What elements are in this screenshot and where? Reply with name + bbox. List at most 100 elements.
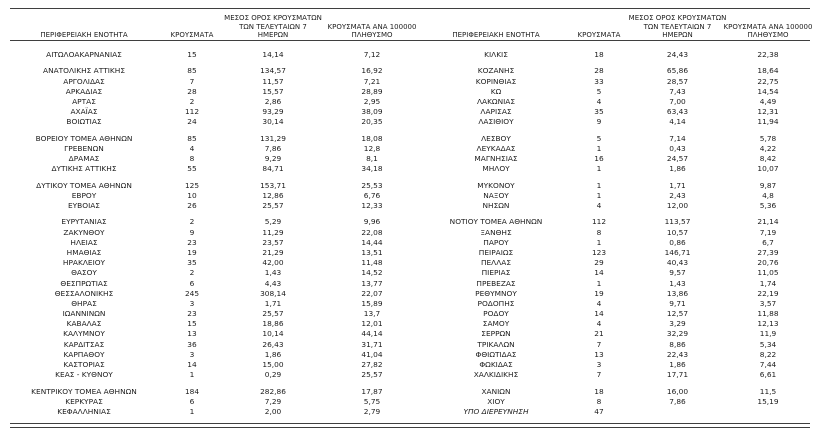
cases-value: 47	[594, 406, 604, 416]
cases-value: 15	[187, 319, 197, 329]
avg7-value: 7,14	[669, 133, 686, 143]
per100k-value: 5,78	[759, 133, 777, 143]
per100k-value: 5,75	[363, 396, 381, 406]
column-header-avg7: ΜΕΣΟΣ ΟΡΟΣ ΚΡΟΥΣΜΑΤΩΝ ΤΩΝ ΤΕΛΕΥΤΑΙΩΝ 7 Η…	[629, 10, 727, 40]
avg7-value: 11,57	[262, 76, 284, 86]
per100k-value: 12,13	[757, 319, 779, 329]
avg7-value: 16,00	[666, 386, 689, 396]
per100k-value: 22,07	[361, 288, 383, 298]
avg7-value: 93,29	[262, 107, 284, 117]
avg7-value: 4,14	[669, 117, 686, 127]
per100k-value: 41,04	[361, 349, 383, 359]
per100k-value: 8,1	[366, 154, 378, 164]
cases-value: 4	[596, 319, 602, 329]
region-name: ΖΑΚΥΝΘΟΥ	[63, 227, 105, 237]
header-underline	[10, 40, 810, 41]
region-name: ΚΕΡΚΥΡΑΣ	[65, 396, 103, 406]
column-header-cases-label: ΚΡΟΥΣΜΑΤΑ	[170, 31, 214, 40]
region-name: ΕΒΡΟΥ	[71, 190, 97, 200]
region-name: ΚΑΡΔΙΤΣΑΣ	[63, 339, 105, 349]
table-row: ΘΗΡΑΣ 3 1,71 15,89	[8, 299, 422, 309]
cases-value: 184	[184, 386, 200, 396]
region-name: ΑΡΚΑΔΙΑΣ	[65, 86, 103, 96]
avg7-value: 282,86	[260, 386, 286, 396]
column-header-region: ΠΕΡΙΦΕΡΕΙΑΚΗ ΕΝΟΤΗΤΑ	[8, 10, 160, 40]
per100k-value: 20,76	[757, 258, 779, 268]
table-row: ΕΥΡΥΤΑΝΙΑΣ 2 5,29 9,96	[8, 217, 422, 227]
avg7-value: 25,57	[262, 201, 284, 210]
cases-value: 28	[187, 86, 197, 96]
per100k-line1: ΚΡΟΥΣΜΑΤΑ ΑΝΑ 100000	[723, 22, 813, 31]
region-name: ΛΕΥΚΑΔΑΣ	[476, 143, 516, 153]
cases-value: 2	[189, 268, 195, 278]
table-row: ΥΠΟ ΔΙΕΡΕΥΝΗΣΗ 47	[425, 407, 812, 417]
region-name: ΣΑΜΟΥ	[482, 319, 510, 329]
per100k-value: 11,88	[757, 309, 779, 319]
table-row: ΑΙΤΩΛΟΑΚΑΡΝΑΝΙΑΣ 15 14,14 7,12	[8, 50, 422, 60]
table-row: ΧΑΛΚΙΔΙΚΗΣ 7 17,71 6,61	[425, 370, 812, 380]
cases-value: 14	[594, 309, 604, 319]
cases-value: 7	[596, 370, 602, 380]
avg7-value: 8,86	[669, 339, 686, 349]
per100k-value: 4,49	[759, 96, 777, 106]
cases-value: 5	[596, 133, 602, 143]
avg7-value: 1,86	[669, 360, 686, 369]
avg7-value: 63,43	[666, 107, 689, 117]
cases-value: 4	[596, 96, 602, 106]
top-rule	[10, 8, 810, 9]
cases-value: 112	[591, 217, 607, 227]
per100k-value: 2,79	[363, 406, 381, 416]
table-row: ΚΕΦΑΛΛΗΝΙΑΣ 1 2,00 2,79	[8, 407, 422, 417]
table-row: ΠΑΡΟΥ 1 0,86 6,7	[425, 238, 812, 248]
cases-value: 24	[187, 117, 197, 127]
cases-value: 19	[594, 288, 604, 298]
per100k-value: 9,87	[759, 180, 777, 190]
table-row: ΣΕΡΡΩΝ 21 32,29 11,9	[425, 329, 812, 339]
table-row: ΣΑΜΟΥ 4 3,29 12,13	[425, 319, 812, 329]
cases-value: 23	[187, 237, 197, 247]
table-row: ΗΜΑΘΙΑΣ 19 21,29 13,51	[8, 248, 422, 258]
avg7-value: 15,57	[262, 86, 284, 96]
cases-value: 36	[187, 339, 197, 349]
table-row: ΒΟΡΕΙΟΥ ΤΟΜΕΑ ΑΘΗΝΩΝ 85 131,29 18,08	[8, 134, 422, 144]
avg7-value: 2,00	[264, 406, 282, 416]
avg7-value: 7,29	[264, 396, 282, 406]
per100k-value: 20,35	[361, 117, 383, 127]
per100k-value: 21,14	[757, 217, 779, 227]
table-row: ΑΧΑΪΑΣ 112 93,29 38,09	[8, 107, 422, 117]
avg7-value: 32,29	[666, 329, 689, 339]
table-row: ΡΟΔΟΥ 14 12,57 11,88	[425, 309, 812, 319]
region-name: ΣΕΡΡΩΝ	[481, 329, 511, 339]
cases-value: 3	[596, 360, 602, 369]
cases-value: 4	[596, 201, 602, 210]
per100k-value: 25,57	[361, 370, 383, 380]
per100k-value: 9,96	[363, 217, 381, 227]
per100k-value: 25,53	[361, 180, 383, 190]
avg7-value: 9,57	[669, 268, 686, 278]
table-row: ΔΥΤΙΚΗΣ ΑΤΤΙΚΗΣ 55 84,71 34,18	[8, 164, 422, 174]
cases-value: 112	[184, 107, 200, 117]
avg7-value: 2,86	[264, 96, 282, 106]
region-name: ΝΑΞΟΥ	[483, 190, 509, 200]
avg7-value: 0,29	[264, 370, 282, 380]
cases-value: 245	[184, 288, 200, 298]
column-header-cases: ΚΡΟΥΣΜΑΤΑ	[160, 10, 224, 40]
region-name: ΚΑΣΤΟΡΙΑΣ	[63, 360, 105, 369]
region-name: ΔΡΑΜΑΣ	[68, 154, 100, 164]
cases-value: 21	[594, 329, 604, 339]
region-name: ΕΥΡΥΤΑΝΙΑΣ	[61, 217, 107, 227]
cases-value: 18	[594, 50, 604, 59]
region-name: ΜΑΓΝΗΣΙΑΣ	[474, 154, 518, 164]
table-row: ΑΝΑΤΟΛΙΚΗΣ ΑΤΤΙΚΗΣ 85 134,57 16,92	[8, 66, 422, 76]
avg7-value: 65,86	[666, 66, 689, 76]
table-row: ΝΑΞΟΥ 1 2,43 4,8	[425, 191, 812, 201]
column-header-avg7: ΜΕΣΟΣ ΟΡΟΣ ΚΡΟΥΣΜΑΤΩΝ ΤΩΝ ΤΕΛΕΥΤΑΙΩΝ 7 Η…	[224, 10, 322, 40]
region-name: ΘΕΣΠΡΩΤΙΑΣ	[60, 278, 108, 288]
cases-value: 15	[187, 50, 197, 59]
region-name: ΧΙΟΥ	[487, 396, 505, 406]
region-name: ΡΟΔΟΠΗΣ	[477, 298, 515, 308]
per100k-value: 12,8	[363, 143, 381, 153]
region-name: ΠΕΙΡΑΙΩΣ	[478, 247, 514, 257]
cases-value: 8	[189, 154, 195, 164]
avg7-value: 12,57	[666, 309, 689, 319]
